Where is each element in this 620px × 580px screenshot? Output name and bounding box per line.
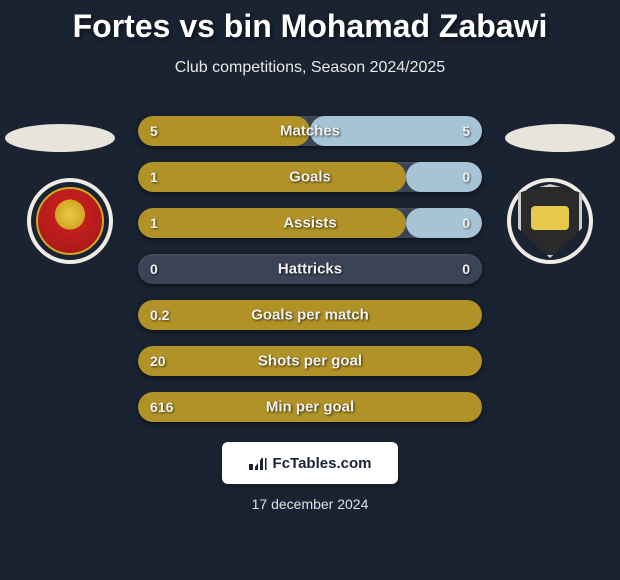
stat-row: 20 Shots per goal (138, 346, 482, 376)
left-crest-graphic (36, 187, 104, 255)
stat-row: 1 0 Assists (138, 208, 482, 238)
stat-bar-right (406, 208, 482, 238)
right-crest-graphic (518, 184, 582, 258)
footer-brand-text: FcTables.com (273, 455, 372, 472)
stat-label: Assists (283, 215, 336, 232)
stat-row: 1 0 Goals (138, 162, 482, 192)
chart-icon (249, 456, 267, 470)
stat-value-left: 5 (150, 123, 158, 139)
stat-bar-left (138, 208, 406, 238)
stat-label: Goals per match (251, 307, 369, 324)
comparison-bars: 5 5 Matches 1 0 Goals 1 0 Assists 0 0 Hattricks 0.2 G… (138, 116, 482, 438)
page-title: Fortes vs bin Mohamad Zabawi (0, 0, 620, 45)
stat-value-left: 20 (150, 353, 166, 369)
stat-label: Hattricks (278, 261, 342, 278)
stat-label: Goals (289, 169, 331, 186)
stat-row: 5 5 Matches (138, 116, 482, 146)
stat-row: 0.2 Goals per match (138, 300, 482, 330)
stat-value-left: 0.2 (150, 307, 169, 323)
stat-row: 0 0 Hattricks (138, 254, 482, 284)
stat-label: Matches (280, 123, 340, 140)
page-subtitle: Club competitions, Season 2024/2025 (0, 59, 620, 77)
right-shadow-ellipse (505, 124, 615, 152)
stat-row: 616 Min per goal (138, 392, 482, 422)
stat-value-right: 0 (462, 215, 470, 231)
stat-bar-left (138, 162, 406, 192)
footer-brand-badge: FcTables.com (222, 442, 398, 484)
stat-value-right: 0 (462, 169, 470, 185)
stat-value-right: 5 (462, 123, 470, 139)
left-team-crest (27, 178, 113, 264)
stat-value-left: 0 (150, 261, 158, 277)
stat-value-left: 1 (150, 169, 158, 185)
stat-label: Shots per goal (258, 353, 362, 370)
stat-value-left: 1 (150, 215, 158, 231)
stat-label: Min per goal (266, 399, 354, 416)
stat-value-left: 616 (150, 399, 173, 415)
footer-date: 17 december 2024 (252, 496, 369, 512)
right-team-crest (507, 178, 593, 264)
stat-value-right: 0 (462, 261, 470, 277)
stat-bar-right (406, 162, 482, 192)
left-shadow-ellipse (5, 124, 115, 152)
